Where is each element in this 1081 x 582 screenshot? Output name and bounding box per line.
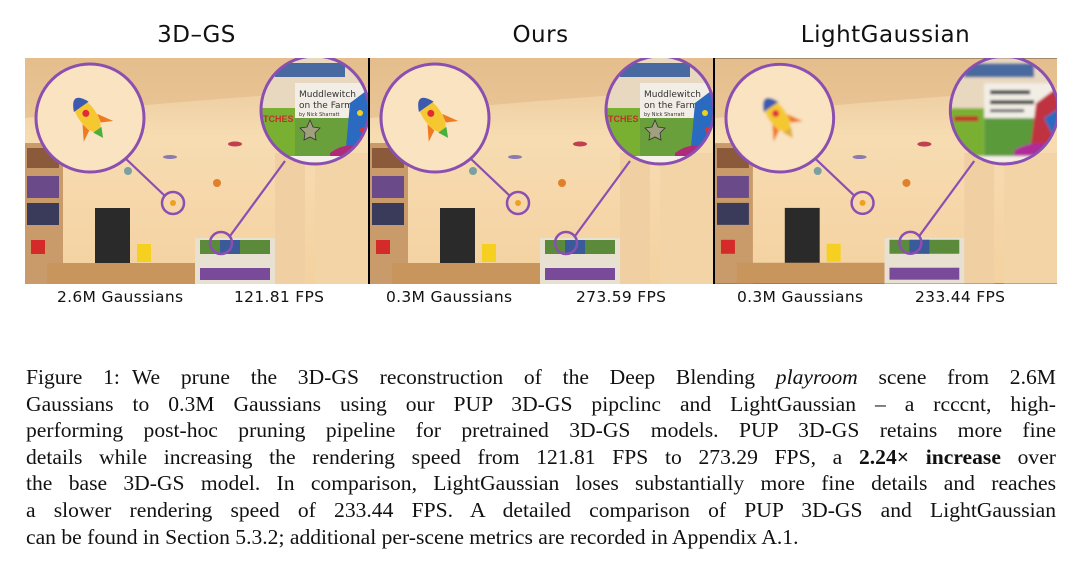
inset-ring-rocket (34, 62, 146, 174)
svg-text:on the Farm: on the Farm (299, 101, 353, 111)
panel-ours: TCHES Muddlewitch on the Farm by Nick Sh… (370, 58, 713, 284)
svg-text:Muddlewitch: Muddlewitch (644, 90, 701, 100)
panel-stats: 2.6M Gaussians 121.81 FPS 0.3M Gaussians… (25, 288, 1057, 312)
inset-ring-rocket (724, 62, 836, 174)
panel-3dgs: TCHES Muddlewitch on the Farm by Nick Sh… (25, 58, 368, 284)
scene-render-ours: TCHES Muddlewitch on the Farm by Nick Sh… (370, 58, 713, 284)
column-title-ours: Ours (512, 22, 569, 48)
svg-text:TCHES: TCHES (608, 114, 639, 124)
caption-label: Figure 1: (26, 365, 120, 389)
stat-fps-3dgs: 121.81 FPS (234, 288, 325, 306)
stat-gaussians-ours: 0.3M Gaussians (386, 288, 513, 306)
caption-line-6: a slower rendering speed of 233.44 FPS. … (26, 497, 1056, 522)
scene-render-lightgaussian (715, 58, 1057, 284)
inset-marker-book (208, 230, 234, 256)
inset-ring-book (259, 58, 368, 166)
figure-panels: TCHES Muddlewitch on the Farm by Nick Sh… (25, 58, 1057, 284)
panel-lightgaussian (715, 58, 1057, 284)
svg-text:by Nick Sharratt: by Nick Sharratt (644, 112, 685, 118)
scene-render-3dgs: TCHES Muddlewitch on the Farm by Nick Sh… (25, 58, 368, 284)
inset-marker-rocket (505, 190, 531, 216)
inset-marker-book (898, 230, 923, 256)
inset-marker-rocket (160, 190, 186, 216)
svg-text:on the Farm: on the Farm (644, 101, 698, 111)
svg-text:TCHES: TCHES (263, 114, 294, 124)
inset-ring-rocket (379, 62, 491, 174)
caption-line-5: the base 3D-GS model. In comparison, Lig… (26, 471, 1056, 496)
inset-ring-book (948, 58, 1057, 166)
column-titles: 3D–GS Ours LightGaussian (25, 22, 1057, 56)
stat-gaussians-lightgaussian: 0.3M Gaussians (737, 288, 864, 306)
inset-marker-book (553, 230, 579, 256)
caption-line-1: Figure 1: We prune the 3D-GS reconstructi… (26, 365, 1056, 389)
caption-line-4: details while increasing the rendering s… (26, 444, 1056, 469)
column-title-3dgs: 3D–GS (157, 22, 236, 48)
stat-gaussians-3dgs: 2.6M Gaussians (57, 288, 184, 306)
caption-line-2: Gaussians to 0.3M Gaussians using our PU… (26, 391, 1056, 416)
stat-fps-ours: 273.59 FPS (576, 288, 667, 306)
caption-speedup: 2.24× increase (858, 444, 1001, 469)
caption-line-3: performing post-hoc pruning pipeline for… (26, 418, 1056, 443)
stat-fps-lightgaussian: 233.44 FPS (915, 288, 1006, 306)
caption-scene-name: playroom (775, 365, 858, 389)
column-title-lightgaussian: LightGaussian (800, 22, 971, 48)
svg-text:Muddlewitch: Muddlewitch (299, 90, 356, 100)
svg-text:by Nick Sharratt: by Nick Sharratt (299, 112, 340, 118)
inset-ring-book (604, 58, 713, 166)
inset-marker-rocket (850, 190, 875, 216)
caption-line-7: can be found in Section 5.3.2; additiona… (26, 524, 799, 549)
figure-caption: Figure 1: We prune the 3D-GS reconstructi… (26, 364, 1056, 550)
